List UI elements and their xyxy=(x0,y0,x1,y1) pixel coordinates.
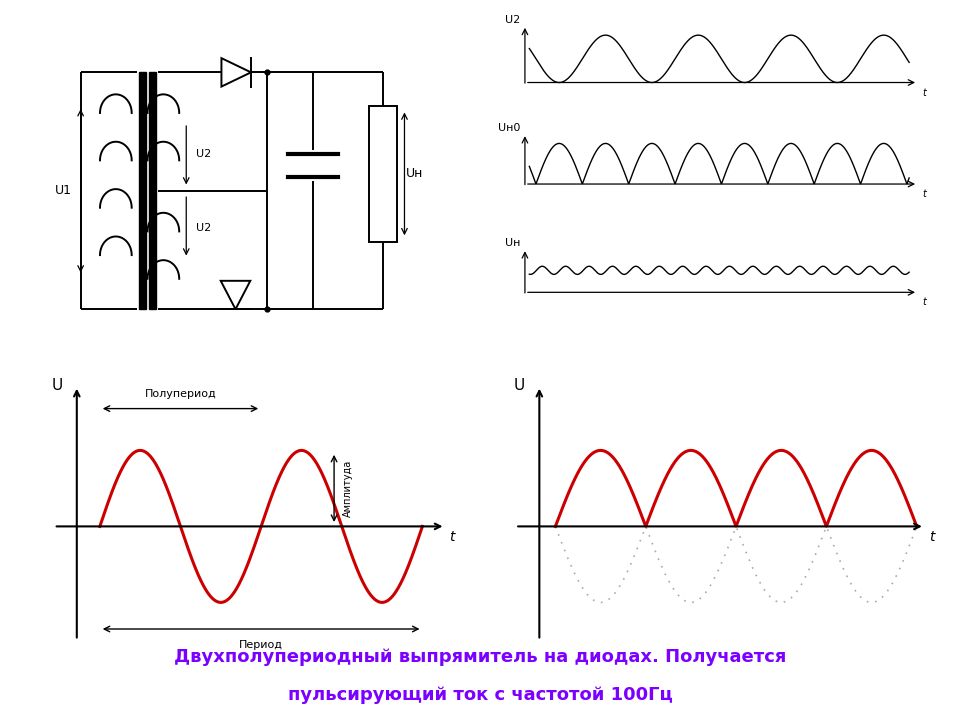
Text: пульсирующий ток с частотой 100Гц: пульсирующий ток с частотой 100Гц xyxy=(288,686,672,704)
Text: U: U xyxy=(514,378,525,393)
Text: t: t xyxy=(923,88,926,98)
Text: t: t xyxy=(923,297,926,307)
Text: Uн0: Uн0 xyxy=(498,123,520,133)
Text: Двухполупериодный выпрямитель на диодах. Получается: Двухполупериодный выпрямитель на диодах.… xyxy=(174,648,786,666)
Bar xyxy=(138,73,146,310)
Text: Uн: Uн xyxy=(406,167,423,181)
Text: U2: U2 xyxy=(505,15,520,25)
Text: t: t xyxy=(449,530,455,544)
Bar xyxy=(370,107,397,242)
Bar xyxy=(149,73,156,310)
Text: t: t xyxy=(923,189,926,199)
Text: U: U xyxy=(52,378,63,393)
Text: Амплитуда: Амплитуда xyxy=(344,460,353,517)
Text: Uн: Uн xyxy=(505,238,520,248)
Text: t: t xyxy=(928,530,934,544)
Text: Период: Период xyxy=(239,640,283,650)
Text: U2: U2 xyxy=(196,223,211,233)
Text: U1: U1 xyxy=(55,184,72,197)
Text: U2: U2 xyxy=(196,148,211,158)
Text: Полупериод: Полупериод xyxy=(145,389,216,399)
